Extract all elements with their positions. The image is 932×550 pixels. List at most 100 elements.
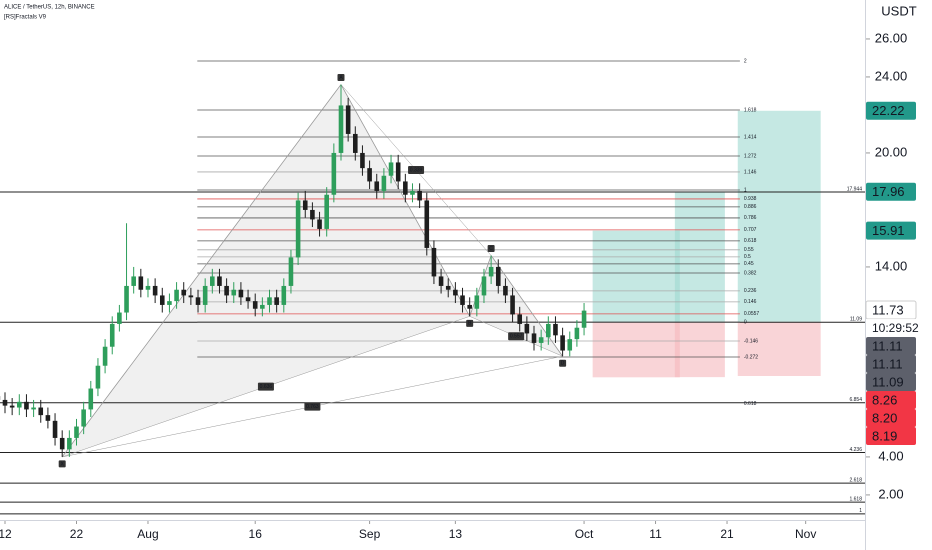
candle-body (495, 266, 501, 286)
position-target (737, 110, 821, 322)
ratio-label: 0.557 (510, 334, 523, 340)
candle-body (388, 162, 394, 176)
fib-label: 0.45 (744, 261, 754, 267)
candle-body (553, 323, 558, 336)
level-label: 4.236 (849, 447, 862, 453)
candle-body (474, 295, 480, 309)
position-stop (674, 321, 725, 378)
candle-body (410, 190, 415, 195)
point-label: D (561, 361, 565, 367)
candle-body (281, 285, 287, 305)
pattern-line (61, 84, 342, 458)
candle-body (367, 168, 372, 182)
candle-body (95, 365, 101, 389)
candle-body (81, 409, 86, 427)
ratio-box (304, 402, 321, 411)
candle-body (324, 194, 329, 229)
candle-body (274, 297, 279, 305)
price-tag (866, 391, 916, 410)
price-tag (866, 373, 916, 392)
fib-label: 1.414 (744, 134, 757, 140)
candle-body (238, 289, 244, 298)
price-tag (866, 409, 916, 428)
price-tag-label: 15.91 (872, 223, 905, 238)
point-label: A (339, 75, 343, 81)
y-tick-label: 20.00 (875, 144, 908, 159)
y-tick-label: 24.00 (875, 68, 908, 83)
fib-label: 1.272 (744, 153, 757, 159)
candle-body (295, 200, 301, 258)
x-tick-label: 12 (0, 527, 12, 541)
candle-body (567, 339, 573, 351)
candle-body (510, 295, 515, 315)
level-label: 1 (859, 508, 862, 514)
x-tick-label: Sep (359, 527, 381, 541)
point-box (337, 74, 345, 82)
candle-body (260, 304, 265, 309)
fib-label: 0.707 (744, 227, 757, 233)
y-tick-label: 4.00 (878, 448, 903, 463)
candle-body (503, 285, 508, 296)
candle-body (546, 323, 551, 338)
candle-body (488, 266, 494, 277)
point-label: X (61, 461, 65, 467)
candle-body (195, 297, 201, 305)
level-label: 2.618 (849, 478, 862, 484)
fib-label: 0.786 (744, 215, 757, 221)
price-tag-label: 8.20 (872, 410, 897, 425)
candle-body (288, 257, 294, 286)
point-label: B (468, 321, 472, 327)
fib-label: 0.0557 (744, 311, 760, 317)
price-tag (866, 221, 916, 240)
candle-body (424, 200, 430, 248)
candle-body (438, 276, 444, 286)
ratio-box (257, 382, 274, 391)
candle-body (252, 301, 258, 309)
fib-label: 1 (744, 187, 747, 193)
candle-body (188, 295, 194, 298)
x-tick-label: Aug (137, 527, 158, 541)
candle-body (538, 337, 544, 343)
x-tick-label: 13 (449, 527, 463, 541)
fib-label: 2 (744, 58, 747, 64)
price-tag (866, 355, 916, 374)
candle-body (167, 301, 172, 305)
candle-body (210, 276, 215, 286)
fib-label: 1.618 (744, 107, 757, 113)
candle-body (395, 162, 401, 182)
candle-body (445, 285, 451, 290)
candle-body (331, 152, 337, 195)
candle-body (2, 399, 8, 406)
candle-body (181, 289, 187, 296)
candle-body (52, 420, 58, 438)
price-tag-label: 8.19 (872, 428, 897, 443)
fib-label: 0.5 (744, 254, 751, 260)
x-tick-label: Oct (575, 527, 594, 541)
fib-label: 0.146 (744, 299, 757, 305)
candle-body (67, 437, 72, 450)
y-tick-label: 2.00 (878, 486, 903, 501)
candle-body (38, 407, 44, 416)
fib-label: 0 (744, 319, 747, 325)
level-label: 6.854 (849, 397, 862, 403)
candle-body (24, 401, 29, 410)
x-tick-label: 22 (70, 527, 84, 541)
candle-body (310, 209, 315, 220)
candle-body (431, 247, 437, 277)
pattern-line (469, 255, 492, 317)
candle-body (45, 415, 51, 421)
candle-body (109, 323, 115, 347)
point-label: C (489, 246, 493, 252)
pattern-fill (469, 255, 563, 357)
candle-body (560, 335, 565, 351)
candle-body (124, 285, 129, 313)
fib-label: 0.618 (744, 238, 757, 244)
candle-body (138, 276, 144, 290)
chart-title: ALICE / TetherUS, 12h, BINANCE (4, 5, 95, 11)
candle-body (31, 407, 36, 410)
position-stop (737, 321, 821, 376)
candle-body (74, 426, 79, 438)
point-box (559, 359, 567, 367)
price-tag-label: 17.96 (872, 184, 905, 199)
candle-body (145, 285, 151, 290)
